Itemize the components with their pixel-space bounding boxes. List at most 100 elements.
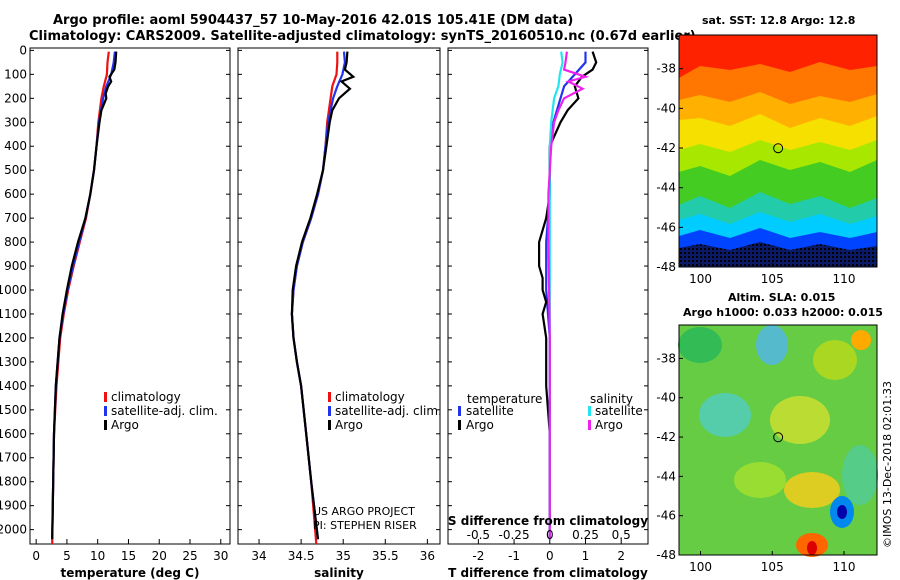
y-tick-label: 700 — [4, 211, 27, 225]
legend-swatch-salinity — [328, 420, 331, 430]
map-x-tick-label-sla-map: 110 — [833, 560, 856, 574]
series-line-salinity-0 — [290, 51, 339, 545]
y-tick-label: 0 — [19, 43, 27, 57]
imos-timestamp: ©IMOS 13-Dec-2018 02:01:33 — [881, 381, 894, 548]
sla-map-subtitle: Argo h1000: 0.033 h2000: 0.015 — [683, 306, 883, 319]
x-tick-label-salinity: 35.5 — [372, 549, 399, 563]
y-tick-label: 1300 — [0, 355, 27, 369]
y-tick-label: 1900 — [0, 499, 27, 513]
x-tick-label-salinity: 36 — [420, 549, 435, 563]
series-line-temperature-1 — [51, 51, 116, 540]
map-axes-layer: 100 105 110 -38 -40 -42 -44 -46 -48 100 105 110 -38 -… — [656, 62, 855, 574]
y-tick-label: 900 — [4, 259, 27, 273]
argo-position-marker-sla-map — [773, 432, 784, 443]
s-tick-label: 0.5 — [612, 528, 631, 542]
sla-blob-2 — [756, 325, 788, 365]
map-y-tick-label-sst-map: -40 — [656, 101, 676, 115]
difference-panel-frame — [447, 47, 649, 545]
y-tick-label: 400 — [4, 139, 27, 153]
credit-pi: PI: STEPHEN RISER — [313, 519, 417, 532]
y-tick-label: 100 — [4, 67, 27, 81]
y-tick-label: 1700 — [0, 451, 27, 465]
map-y-tick-label-sst-map: -38 — [656, 62, 676, 76]
map-x-tick-label-sla-map: 105 — [761, 560, 784, 574]
s-tick-label: -0.5 — [467, 528, 490, 542]
map-y-tick-label-sla-map: -44 — [656, 469, 676, 483]
map-y-tick-label-sla-map: -46 — [656, 509, 676, 523]
legend-label-temperature: climatology — [111, 390, 181, 404]
y-tick-label: 500 — [4, 163, 27, 177]
x-tick-label-salinity: 35 — [336, 549, 351, 563]
legend-swatch-temperature — [104, 420, 107, 430]
sst-map-frame — [678, 34, 878, 268]
legend-label-salinity: climatology — [335, 390, 405, 404]
map-y-tick-label-sla-map: -42 — [656, 430, 676, 444]
legend-swatch-temperature — [104, 392, 107, 402]
salinity-panel-frame — [237, 47, 441, 545]
sst-band-darkblue — [679, 242, 877, 267]
sla-blob-4 — [851, 330, 871, 350]
series-line-difference-2 — [548, 51, 564, 540]
x-tick-label-salinity: 34 — [251, 549, 266, 563]
sla-blob-9 — [842, 445, 878, 505]
legend-swatch-temperature — [458, 420, 461, 430]
x-tick-label-temperature: 0 — [32, 549, 40, 563]
series-line-temperature-2 — [51, 51, 118, 540]
series-line-salinity-1 — [290, 51, 347, 540]
legend-swatch-salinity — [328, 392, 331, 402]
y-tick-label: 1000 — [0, 283, 27, 297]
s-tick-label: 0.25 — [572, 528, 599, 542]
y-tick-label: 200 — [4, 91, 27, 105]
x-tick-label-difference: -2 — [472, 549, 484, 563]
credit-project: US ARGO PROJECT — [313, 505, 415, 518]
x-axis-label-difference: T difference from climatology — [448, 566, 648, 580]
legend-label-temperature: Argo — [466, 418, 494, 432]
sla-map-title: Altim. SLA: 0.015 — [728, 291, 836, 304]
y-tick-label: 2000 — [0, 523, 27, 537]
legend-swatch-temperature — [104, 406, 107, 416]
sla-blob-8 — [784, 472, 840, 508]
sla-blob-3 — [813, 340, 857, 380]
y-tick-label: 600 — [4, 187, 27, 201]
sla-blob-1 — [678, 327, 722, 363]
x-tick-label-temperature: 20 — [152, 549, 167, 563]
x-tick-label-salinity: 34.5 — [288, 549, 315, 563]
sla-blob-11 — [837, 505, 847, 519]
map-y-tick-label-sla-map: -48 — [656, 548, 676, 562]
legend-label-salinity: Argo — [335, 418, 363, 432]
plot-title-line1: Argo profile: aoml 5904437_57 10-May-201… — [53, 13, 574, 28]
legend-label-salinity: Argo — [595, 418, 623, 432]
s-axis-label: S difference from climatology — [448, 514, 648, 528]
map-x-tick-label-sla-map: 100 — [689, 560, 712, 574]
y-tick-label: 800 — [4, 235, 27, 249]
legend-label-temperature: satellite-adj. clim. — [111, 404, 218, 418]
x-tick-label-difference: 0 — [546, 549, 554, 563]
plot-title-line2: Climatology: CARS2009. Satellite-adjuste… — [29, 29, 696, 44]
sla-blob-7 — [734, 462, 786, 498]
legend-title-temperature: temperature — [467, 392, 542, 406]
x-tick-label-difference: -1 — [508, 549, 520, 563]
x-tick-label-difference: 2 — [617, 549, 625, 563]
legend-label-temperature: satellite — [466, 404, 514, 418]
map-x-tick-label-sst-map: 110 — [833, 272, 856, 286]
map-x-tick-label-sst-map: 100 — [689, 272, 712, 286]
x-axis-label-salinity: salinity — [314, 566, 364, 580]
series-line-temperature-0 — [51, 51, 110, 545]
y-tick-label: 1800 — [0, 475, 27, 489]
map-y-tick-label-sst-map: -46 — [656, 220, 676, 234]
map-y-tick-label-sst-map: -44 — [656, 181, 676, 195]
sla-blob-6 — [770, 396, 830, 444]
s-tick-label: 0 — [546, 528, 554, 542]
sst-map — [678, 34, 878, 268]
legend-swatch-salinity — [588, 420, 591, 430]
legend-swatch-salinity — [588, 406, 591, 416]
argo-position-marker-sst-map — [773, 143, 784, 154]
sla-blob-5 — [699, 393, 751, 437]
sla-map — [678, 324, 878, 557]
map-y-tick-label-sla-map: -40 — [656, 391, 676, 405]
x-tick-label-temperature: 10 — [90, 549, 105, 563]
legend-label-salinity: satellite — [595, 404, 643, 418]
y-tick-label: 1200 — [0, 331, 27, 345]
x-tick-label-temperature: 5 — [63, 549, 71, 563]
